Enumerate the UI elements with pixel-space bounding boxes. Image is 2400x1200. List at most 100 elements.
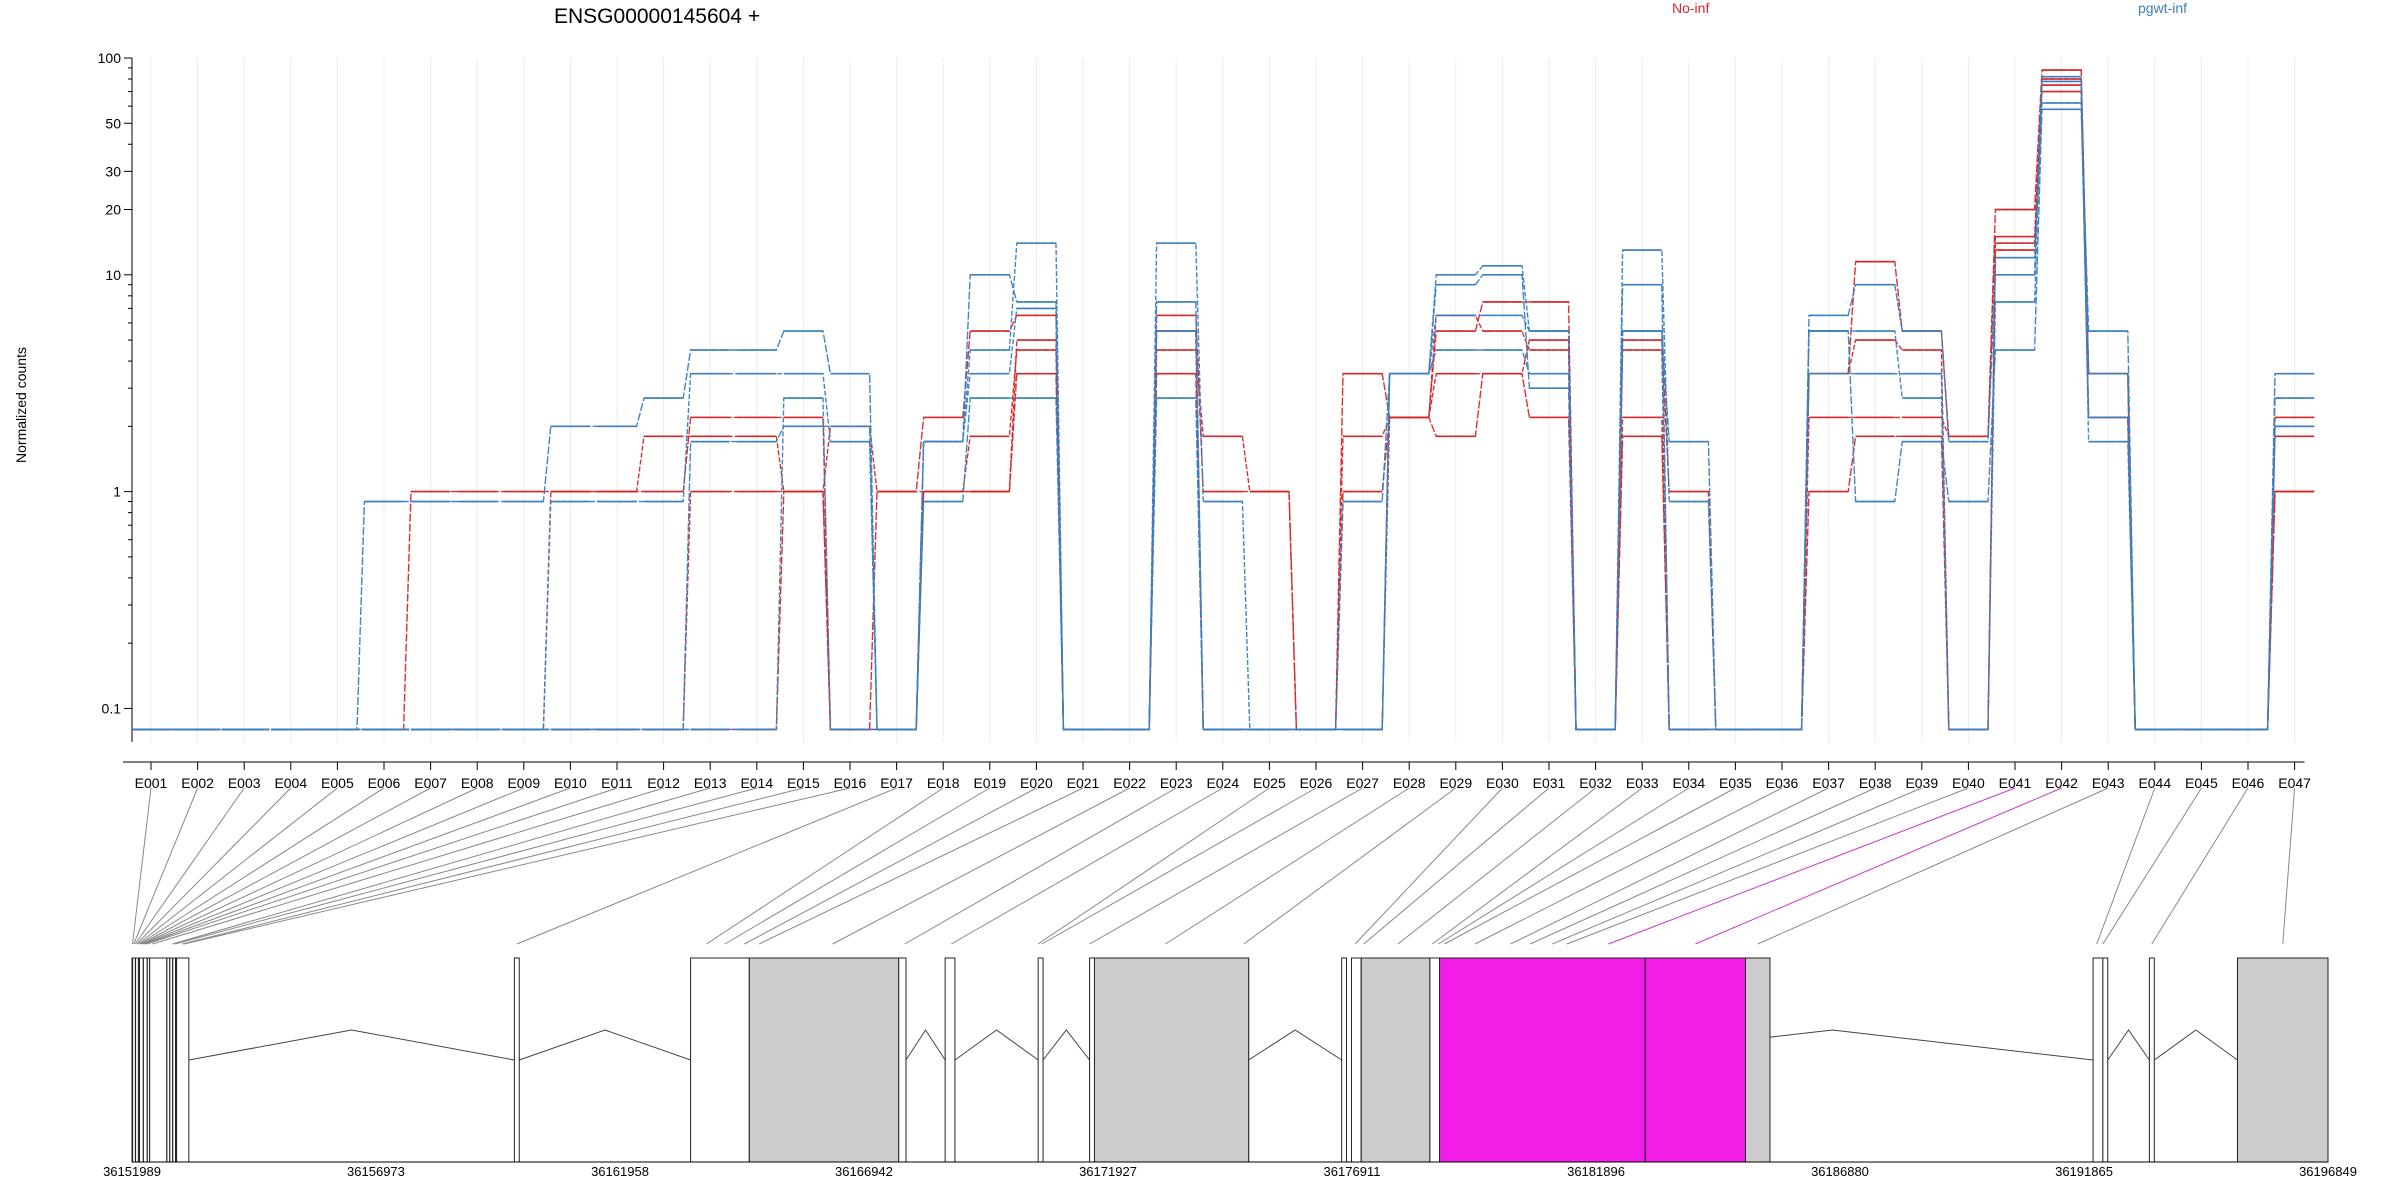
chart-title: ENSG00000145604 + [554,5,760,28]
x-tick-label: E019 [973,775,1006,791]
exon-block [898,957,907,1163]
x-tick-label: E008 [461,775,494,791]
exon-block [2102,957,2109,1163]
x-tick-label: E030 [1486,775,1519,791]
x-tick-label: E038 [1859,775,1892,791]
y-tick-label: 20 [105,202,121,218]
exon-connector [1566,787,1969,945]
coordinate-tick-label: 36186880 [1811,1164,1869,1179]
exon-connector [516,787,897,945]
exon-connector [1354,787,1503,945]
x-tick-label: E005 [321,775,354,791]
x-tick-label: E029 [1439,775,1472,791]
x-tick-label: E039 [1905,775,1938,791]
exon-block [944,957,956,1163]
exon-block [2236,957,2329,1163]
exon-connector [832,787,1130,945]
exon-connector [140,787,431,945]
y-tick-label: 100 [98,50,122,66]
x-tick-label: E042 [2045,775,2078,791]
x-tick-label: E018 [927,775,960,791]
exon-block [1037,957,1044,1163]
x-tick-label: E031 [1533,775,1566,791]
exon-connector [758,787,1084,945]
x-tick-label: E014 [740,775,773,791]
exon-block [176,957,190,1163]
legend-entry-no-inf: No-inf [1672,0,1709,16]
y-tick-label: 30 [105,163,121,179]
y-tick-label: 10 [105,267,121,283]
exon-connector [134,787,245,945]
exon-connector [1608,787,2016,945]
exon-block [1341,957,1348,1163]
exon-block [690,957,750,1163]
x-tick-label: E003 [228,775,261,791]
exon-connector [152,787,664,945]
exon-connector [1510,787,1829,945]
exon-block [1745,957,1771,1163]
exon-connector [1438,787,1690,945]
plot-area: 0.1 1 10 20 30 50 100 E001 E002 E003 E004 E005 E006 E… [98,50,2315,791]
exon-connector [1551,787,1922,945]
exon-connectors [132,787,2296,945]
x-tick-label: E041 [1999,775,2032,791]
exon-connector [1243,787,1457,945]
series-path [131,90,2315,731]
exon-connector [145,787,571,945]
x-tick-label: E033 [1626,775,1659,791]
exon-connector [904,787,1177,945]
x-tick-label: E017 [880,775,913,791]
exon-connector [951,787,1224,945]
exon-block [137,957,151,1163]
exon-block [513,957,520,1163]
x-tick-label: E027 [1346,775,1379,791]
intron-line [1042,1029,1090,1061]
x-tick-label: E009 [507,775,540,791]
coordinate-tick-label: 36151989 [103,1164,161,1179]
exon-connector [133,787,199,945]
x-tick-label: E016 [834,775,867,791]
intron-line [905,1029,946,1061]
exon-connector [1041,787,1317,945]
exon-connector [1757,787,2109,945]
x-tick-label: E022 [1113,775,1146,791]
x-tick-label: E028 [1393,775,1426,791]
x-tick-label: E010 [554,775,587,791]
intron-line [188,1029,515,1061]
x-tick-label: E004 [274,775,307,791]
x-tick-label: E002 [181,775,214,791]
exon-connector [184,787,851,945]
exon-connector [1695,787,2062,945]
exon-connector [136,787,292,945]
y-tick-label: 1 [113,484,121,500]
exon-connector [143,787,524,945]
exon-connector [724,787,991,945]
exon-connector [2282,787,2296,945]
x-tick-label: E032 [1579,775,1612,791]
coordinate-tick-label: 36156973 [347,1164,405,1179]
x-tick-label: E035 [1719,775,1752,791]
x-tick-label: E043 [2092,775,2125,791]
exon-block-highlight [1644,957,1747,1163]
y-tick-label: 0.1 [102,700,122,716]
x-tick-label: E013 [694,775,727,791]
exon-connector [1363,787,1550,945]
coordinate-tick-label: 36166942 [835,1164,893,1179]
x-tick-label: E001 [135,775,168,791]
exon-connector [132,787,152,945]
intron-line [954,1029,1039,1061]
exon-connector [172,787,711,945]
coordinate-tick-label: 36176911 [1324,1164,1381,1179]
exon-connector [706,787,944,945]
series-path [131,80,2315,731]
exon-connector [2151,787,2249,945]
x-tick-label: E006 [368,775,401,791]
exon-connector [1089,787,1363,945]
x-tick-label: E020 [1020,775,1053,791]
exon-block [2148,957,2155,1163]
x-tick-label: E012 [647,775,680,791]
exon-connector [182,787,804,945]
exon-connector [744,787,1037,945]
x-tick-label: E046 [2232,775,2265,791]
exon-block [1093,957,1250,1163]
